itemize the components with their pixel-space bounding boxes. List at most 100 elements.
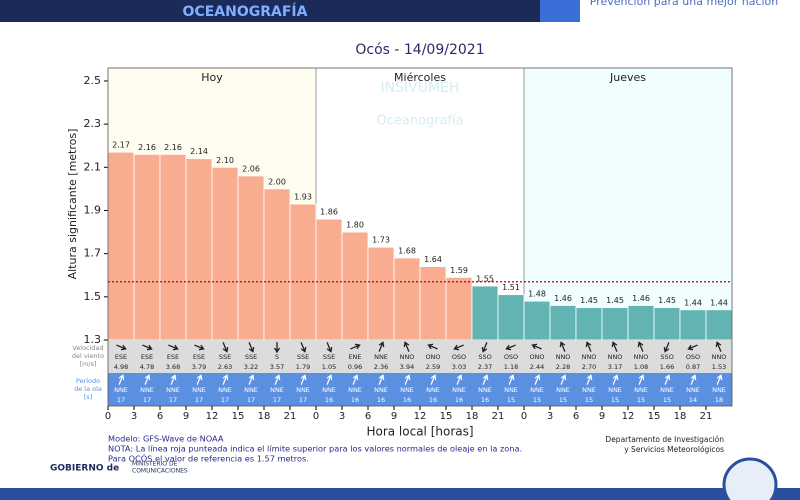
direction-label: NNE bbox=[348, 386, 362, 394]
x-tick-label: 6 bbox=[365, 411, 371, 422]
row-value: 1.18 bbox=[504, 363, 518, 371]
bar-value-label: 1.45 bbox=[658, 296, 676, 305]
row-value: 17 bbox=[195, 396, 203, 404]
logo bbox=[722, 457, 778, 500]
row-value: 14 bbox=[689, 396, 697, 404]
row-value: 3.57 bbox=[270, 363, 284, 371]
direction-label: NNE bbox=[140, 386, 154, 394]
direction-label: NNE bbox=[114, 386, 128, 394]
row-label: del viento bbox=[72, 352, 104, 360]
row-value: 3.94 bbox=[400, 363, 414, 371]
bar bbox=[653, 307, 681, 341]
direction-label: ENE bbox=[348, 353, 361, 361]
direction-arrow bbox=[222, 342, 229, 353]
row-value: 2.36 bbox=[374, 363, 388, 371]
row-value: 2.70 bbox=[582, 363, 596, 371]
direction-label: NNO bbox=[634, 353, 649, 361]
header-slogan: Prevención para una mejor nación bbox=[590, 0, 779, 8]
x-tick-label: 12 bbox=[414, 411, 427, 422]
row-value: 17 bbox=[169, 396, 177, 404]
direction-label: SSO bbox=[660, 353, 673, 361]
footer-gov: GOBIERNO de bbox=[50, 464, 119, 474]
direction-arrow bbox=[482, 374, 489, 385]
direction-label: NNE bbox=[608, 386, 622, 394]
credit: y Servicios Meteorológicos bbox=[624, 445, 724, 454]
direction-arrow bbox=[196, 374, 203, 385]
x-tick-label: 15 bbox=[440, 411, 453, 422]
header-section: OCEANOGRAFÍA bbox=[183, 3, 308, 20]
row-label: [m/s] bbox=[80, 360, 97, 368]
bar bbox=[549, 305, 577, 341]
direction-arrow bbox=[274, 374, 281, 385]
bar bbox=[627, 305, 655, 341]
direction-label: OSO bbox=[686, 353, 700, 361]
row-value: 16 bbox=[429, 396, 437, 404]
direction-arrow bbox=[144, 374, 151, 385]
y-tick-label: 2.5 bbox=[84, 74, 102, 87]
chart: Hoy Miércoles Jueves INSIVUMEH Oceanografía O… bbox=[66, 42, 733, 464]
direction-label: NNO bbox=[608, 353, 623, 361]
x-tick-label: 15 bbox=[232, 411, 245, 422]
direction-label: OSO bbox=[452, 353, 466, 361]
bar-value-label: 2.16 bbox=[138, 143, 156, 152]
x-tick-label: 21 bbox=[700, 411, 713, 422]
direction-label: ESE bbox=[115, 353, 127, 361]
row-value: 1.53 bbox=[712, 363, 726, 371]
footer-bg bbox=[0, 478, 800, 488]
direction-label: NNE bbox=[322, 386, 336, 394]
direction-label: NNE bbox=[218, 386, 232, 394]
bar-value-label: 1.45 bbox=[606, 296, 624, 305]
row-value: 15 bbox=[611, 396, 619, 404]
bar-value-label: 2.00 bbox=[268, 177, 286, 186]
bar bbox=[289, 203, 317, 341]
bar-value-label: 1.51 bbox=[502, 283, 520, 292]
direction-label: NNE bbox=[452, 386, 466, 394]
footer-band bbox=[0, 488, 800, 500]
bar bbox=[705, 309, 733, 341]
note: Modelo: GFS-Wave de NOAA bbox=[108, 434, 224, 444]
bar-value-label: 1.73 bbox=[372, 236, 390, 245]
bar-value-label: 2.17 bbox=[112, 141, 130, 150]
y-tick-label: 1.9 bbox=[84, 203, 102, 216]
x-tick-label: 21 bbox=[284, 411, 297, 422]
y-tick-label: 1.3 bbox=[84, 333, 102, 346]
footer-ministry: COMUNICACIONES bbox=[132, 468, 188, 475]
direction-arrow bbox=[612, 374, 619, 385]
row-value: 3.03 bbox=[452, 363, 466, 371]
row-value: 2.63 bbox=[218, 363, 232, 371]
row-value: 3.17 bbox=[608, 363, 622, 371]
bar-value-label: 1.48 bbox=[528, 290, 546, 299]
row-value: 17 bbox=[143, 396, 151, 404]
bar-value-label: 1.86 bbox=[320, 208, 338, 217]
y-axis-label: Altura significante [metros] bbox=[66, 129, 79, 280]
bar bbox=[471, 285, 499, 341]
row-value: 15 bbox=[559, 396, 567, 404]
x-tick-label: 18 bbox=[674, 411, 687, 422]
direction-arrow bbox=[378, 374, 385, 385]
x-tick-label: 18 bbox=[258, 411, 271, 422]
row-value: 2.37 bbox=[478, 363, 492, 371]
row-label: [s] bbox=[84, 393, 92, 401]
direction-arrow bbox=[559, 341, 566, 352]
row-value: 15 bbox=[585, 396, 593, 404]
bar bbox=[679, 309, 707, 341]
row-bg bbox=[108, 340, 732, 373]
direction-label: SSE bbox=[323, 353, 335, 361]
direction-label: NNE bbox=[660, 386, 674, 394]
y-tick-label: 2.1 bbox=[84, 160, 102, 173]
row-value: 3.22 bbox=[244, 363, 258, 371]
direction-label: NNE bbox=[582, 386, 596, 394]
direction-label: NNE bbox=[192, 386, 206, 394]
direction-arrow bbox=[638, 374, 645, 385]
direction-arrow bbox=[531, 343, 542, 350]
x-tick-label: 0 bbox=[105, 411, 111, 422]
bar-value-label: 1.68 bbox=[398, 246, 416, 255]
direction-arrow bbox=[430, 374, 437, 385]
row-value: 2.28 bbox=[556, 363, 570, 371]
direction-label: NNO bbox=[556, 353, 571, 361]
watermark: Oceanografía bbox=[376, 114, 463, 129]
direction-label: NNO bbox=[400, 353, 415, 361]
day-label: Hoy bbox=[201, 71, 223, 84]
bar-value-label: 2.16 bbox=[164, 143, 182, 152]
direction-arrow bbox=[427, 343, 438, 350]
